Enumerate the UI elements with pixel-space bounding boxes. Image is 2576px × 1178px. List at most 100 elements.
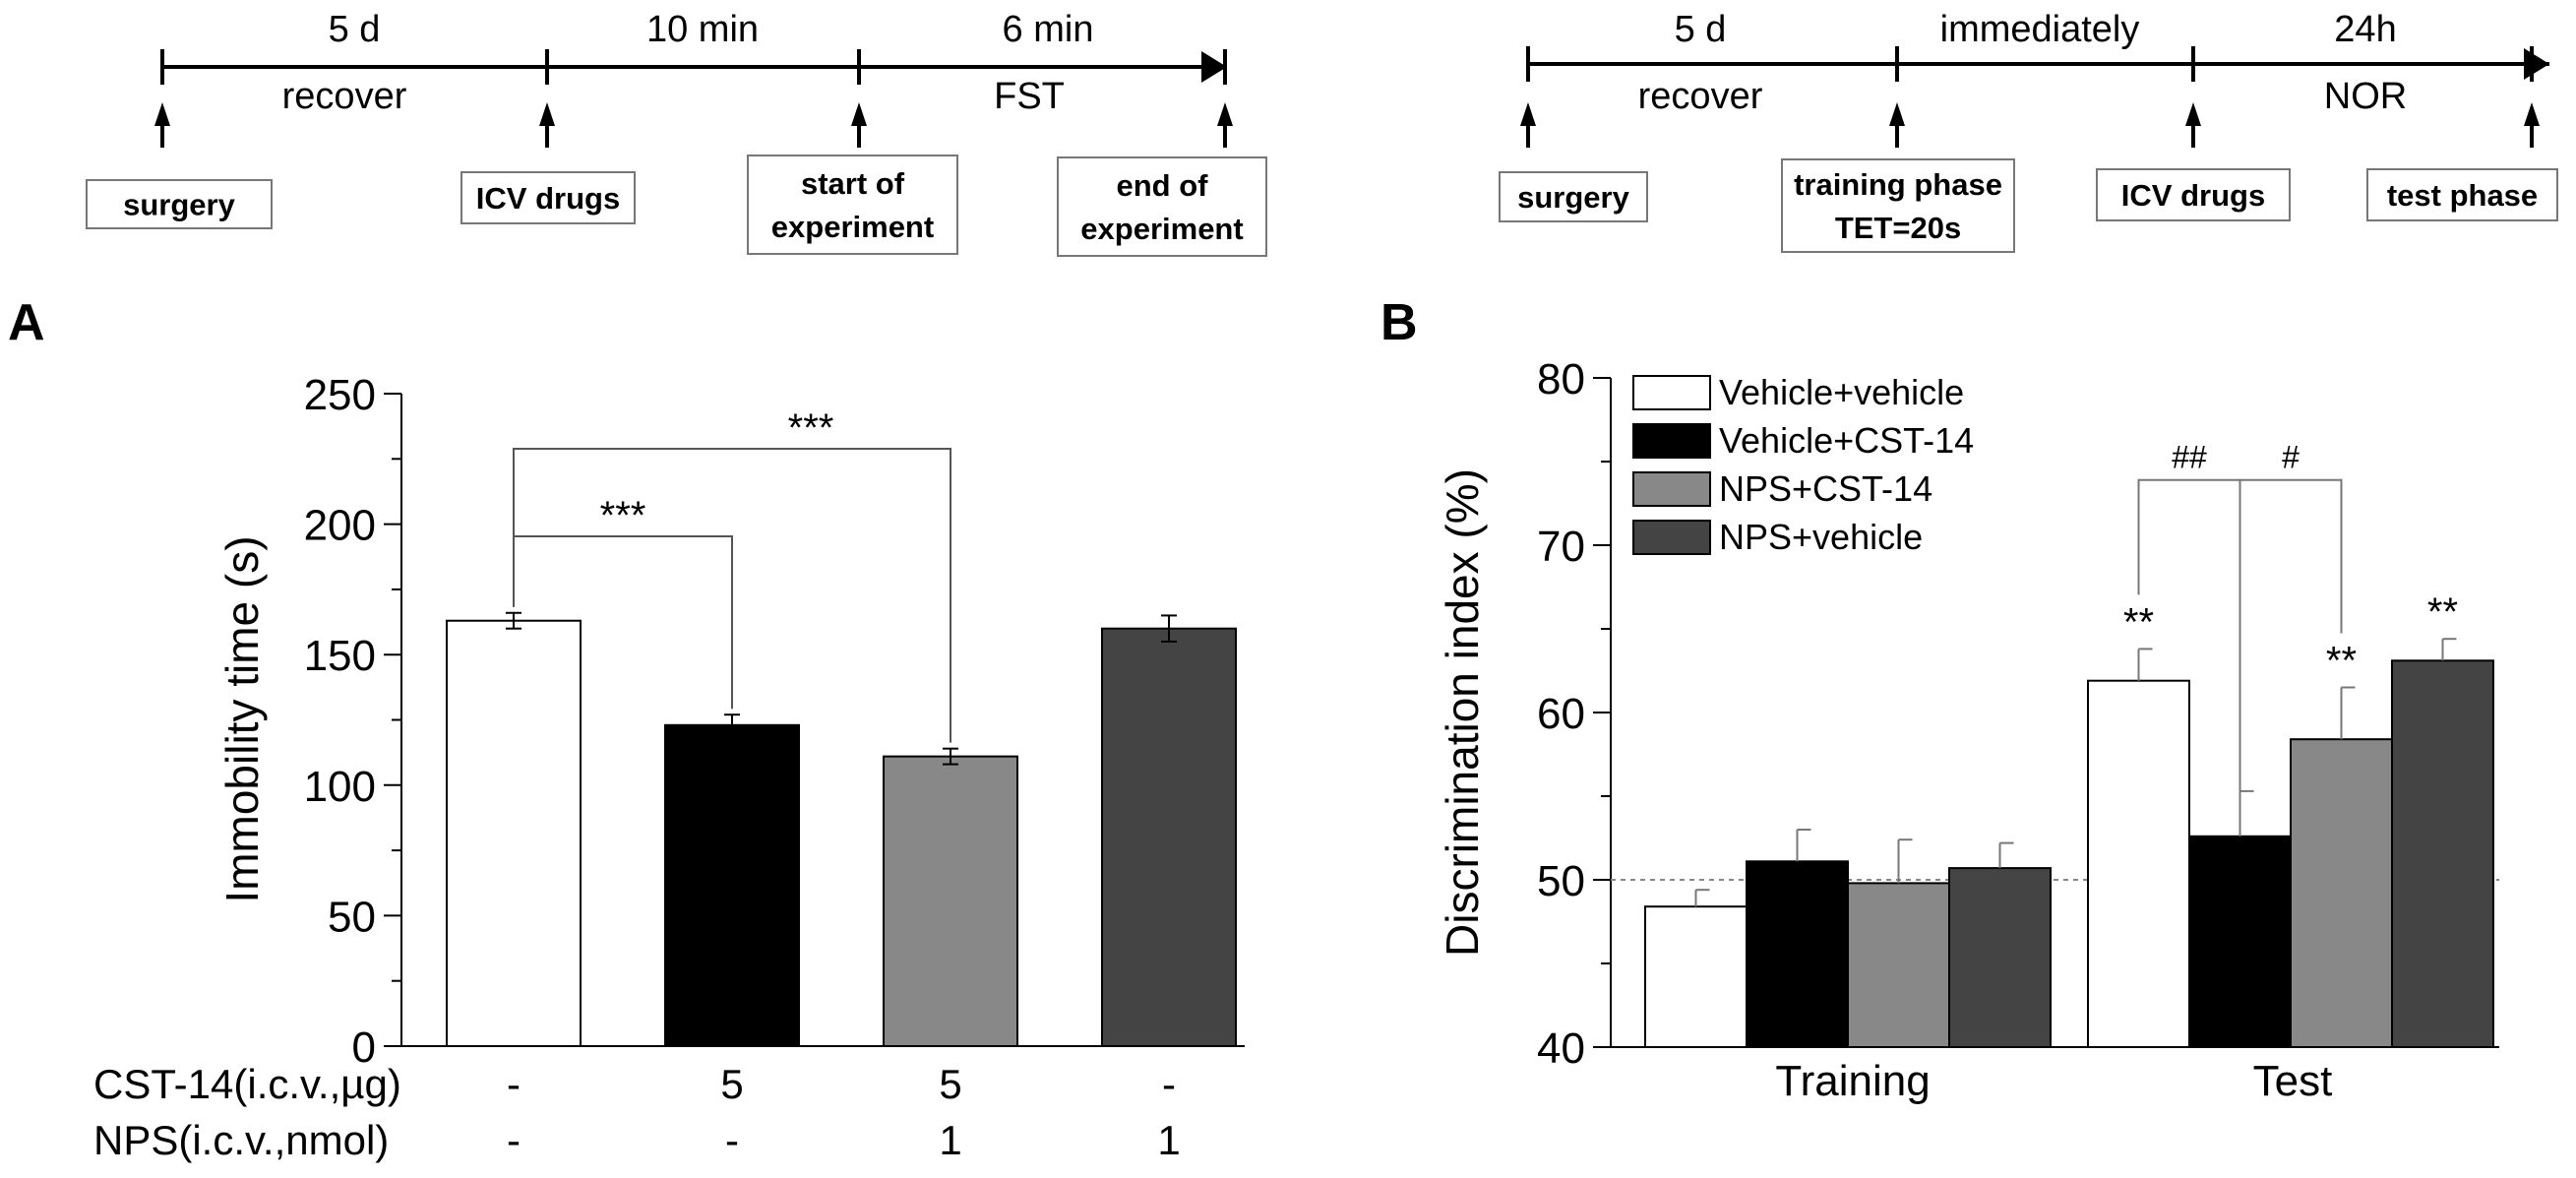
chart-a-treatment-value: 5 — [939, 1061, 961, 1107]
fst-timeline: 5 d 10 min 6 min recover FST surgery ICV drugs… — [86, 9, 1267, 257]
chart-a-y-tick-label: 50 — [328, 893, 376, 941]
fst-timeline-event-arrow-head — [1217, 102, 1233, 126]
fst-timeline-segment-label: 5 d — [329, 9, 381, 50]
chart-b-legend-swatch — [1632, 520, 1711, 555]
chart-a-y-axis-label: Immobility time (s) — [216, 535, 268, 902]
chart-b-y-axis-label: Discrimination index (%) — [1437, 468, 1488, 957]
fst-timeline-segment-label: 6 min — [1003, 9, 1094, 50]
chart-a-y-tick-label: 200 — [304, 502, 376, 550]
chart-b-significance-mark: ** — [2427, 590, 2458, 634]
fst-timeline-event-arrow-head — [154, 102, 170, 126]
chart-b-significance-mark: ** — [2123, 600, 2154, 644]
chart-b: 40 50 60 70 80 Discrimination index (%) Traini… — [1437, 355, 2499, 1105]
fst-timeline-event-box — [747, 155, 958, 255]
chart-a-treatment-value: - — [1162, 1061, 1176, 1107]
fst-timeline-sublabel: FST — [994, 76, 1065, 117]
chart-b-comparison-label: # — [2282, 440, 2300, 475]
nor-timeline-event-arrow-head — [1889, 102, 1905, 126]
chart-b-bar — [2188, 835, 2292, 1048]
chart-a-treatment-value: - — [725, 1117, 739, 1163]
nor-timeline-event-box — [1499, 171, 1648, 222]
chart-b-legend-label: NPS+CST-14 — [1719, 468, 1932, 509]
chart-a: 0 50 100 150 200 250 Immobility time (s) *** ***… — [93, 371, 1245, 1163]
chart-b-legend-label: Vehicle+CST-14 — [1719, 420, 1974, 461]
nor-timeline-event-label: surgery — [1517, 180, 1629, 215]
nor-timeline-event-arrow-head — [2185, 102, 2201, 126]
chart-a-bar — [883, 755, 1018, 1047]
chart-a-significance-label: *** — [600, 494, 646, 537]
nor-timeline-segment-label: immediately — [1940, 9, 2140, 50]
chart-b-x-category-label: Test — [2253, 1057, 2333, 1105]
chart-b-bar — [1644, 905, 1748, 1049]
chart-b-legend-swatch — [1632, 471, 1711, 507]
nor-timeline-sublabel: NOR — [2324, 76, 2407, 117]
chart-b-legend-swatch — [1632, 375, 1711, 410]
chart-b-y-tick-label: 40 — [1537, 1024, 1585, 1073]
chart-a-y-tick-label: 250 — [304, 371, 376, 419]
chart-b-legend-swatch — [1632, 423, 1711, 459]
chart-b-bar — [2290, 738, 2393, 1048]
fst-timeline-event-box — [460, 171, 636, 224]
chart-a-bar — [1101, 627, 1237, 1047]
chart-b-y-tick-label: 70 — [1537, 523, 1585, 571]
chart-a-treatment-value: 5 — [720, 1061, 743, 1107]
chart-a-bar — [664, 723, 800, 1048]
chart-a-treatment-value: - — [507, 1117, 521, 1163]
nor-timeline-event-arrow-head — [2524, 102, 2540, 126]
chart-b-bar — [1847, 882, 1950, 1049]
fst-timeline-event-label: experiment — [771, 210, 934, 244]
chart-b-y-tick-label: 80 — [1537, 355, 1585, 403]
fst-timeline-event-label: ICV drugs — [476, 181, 620, 216]
nor-timeline: 5 d immediately 24h recover NOR surgery traini… — [1499, 9, 2558, 253]
chart-b-x-category-label: Training — [1775, 1057, 1930, 1105]
nor-timeline-event-arrow-head — [1520, 102, 1536, 126]
fst-timeline-event-label: start of — [801, 166, 905, 201]
nor-timeline-event-box — [2366, 168, 2558, 221]
fst-timeline-arrowhead — [1201, 51, 1227, 83]
fst-timeline-event-arrow-head — [539, 102, 555, 126]
chart-b-comparison-label: ## — [2172, 440, 2207, 475]
fst-timeline-event-label: experiment — [1080, 212, 1243, 246]
chart-a-treatment-value: - — [507, 1061, 521, 1107]
nor-timeline-segment-label: 5 d — [1675, 9, 1727, 50]
nor-timeline-event-label: test phase — [2387, 178, 2538, 213]
panel-b-label: B — [1380, 294, 1418, 351]
chart-a-treatment-value: 1 — [939, 1117, 961, 1163]
chart-a-y-tick-label: 0 — [352, 1023, 376, 1072]
nor-timeline-sublabel: recover — [1638, 76, 1763, 117]
fst-timeline-sublabel: recover — [282, 76, 407, 117]
chart-a-significance-bracket — [513, 448, 951, 743]
chart-b-comparison-bracket — [2239, 478, 2343, 791]
nor-timeline-arrowhead — [2524, 48, 2549, 80]
chart-b-bar — [1746, 860, 1849, 1048]
nor-timeline-event-label: TET=20s — [1835, 211, 1961, 245]
nor-timeline-event-box — [2096, 168, 2291, 221]
chart-a-y-tick-label: 100 — [304, 763, 376, 811]
fst-timeline-event-label: surgery — [123, 188, 235, 222]
fst-timeline-event-label: end of — [1117, 168, 1209, 203]
chart-b-y-tick-label: 60 — [1537, 690, 1585, 738]
chart-b-bar — [1948, 867, 2052, 1048]
chart-a-y-tick-label: 150 — [304, 632, 376, 680]
chart-a-treatment-row-label: NPS(i.c.v.,nmol) — [93, 1117, 389, 1163]
chart-a-treatment-row-label: CST-14(i.c.v.,µg) — [93, 1061, 401, 1107]
chart-b-bar — [2087, 679, 2190, 1048]
chart-a-significance-label: *** — [788, 406, 834, 450]
nor-timeline-event-label: ICV drugs — [2121, 178, 2265, 213]
chart-b-legend-label: NPS+vehicle — [1719, 517, 1923, 557]
chart-b-bar — [2391, 659, 2494, 1048]
fst-timeline-segment-label: 10 min — [646, 9, 759, 50]
nor-timeline-event-box — [1781, 158, 2015, 253]
chart-b-legend-label: Vehicle+vehicle — [1719, 372, 1964, 412]
fst-timeline-event-box — [86, 179, 273, 229]
chart-b-y-tick-label: 50 — [1537, 857, 1585, 905]
nor-timeline-event-label: training phase — [1794, 167, 2002, 202]
fst-timeline-event-box — [1057, 156, 1267, 257]
nor-timeline-segment-label: 24h — [2334, 9, 2396, 50]
fst-timeline-event-arrow-head — [851, 102, 867, 126]
chart-b-significance-mark: ** — [2326, 640, 2357, 683]
chart-a-bar — [446, 619, 582, 1047]
panel-a-label: A — [8, 294, 45, 351]
chart-a-treatment-value: 1 — [1157, 1117, 1180, 1163]
